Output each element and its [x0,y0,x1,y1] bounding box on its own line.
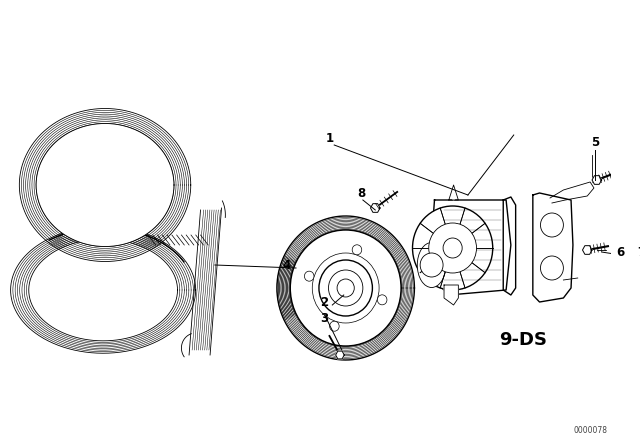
Circle shape [540,213,563,237]
Polygon shape [550,182,594,203]
Text: 4: 4 [282,258,291,271]
Polygon shape [335,351,344,359]
Circle shape [378,295,387,305]
Circle shape [319,260,372,316]
Circle shape [328,270,363,306]
Circle shape [443,238,462,258]
Text: 3: 3 [321,311,329,324]
Circle shape [420,253,443,277]
Circle shape [413,206,493,290]
Circle shape [291,230,401,346]
Polygon shape [371,204,380,212]
Ellipse shape [36,124,174,246]
Polygon shape [449,185,458,200]
Text: 2: 2 [321,296,329,309]
Text: 7: 7 [637,246,640,258]
Text: 6: 6 [616,246,625,258]
Polygon shape [533,193,573,302]
Text: 1: 1 [325,132,333,145]
Text: 9-DS: 9-DS [499,331,547,349]
Polygon shape [431,200,511,295]
Text: 0000078: 0000078 [573,426,607,435]
Ellipse shape [29,239,177,341]
Polygon shape [582,246,592,254]
Circle shape [540,256,563,280]
Polygon shape [444,285,458,305]
Ellipse shape [417,242,446,288]
Circle shape [305,271,314,281]
Polygon shape [503,197,516,295]
Text: 5: 5 [591,135,599,148]
Circle shape [337,279,355,297]
Circle shape [352,245,362,255]
Text: 8: 8 [357,186,365,199]
Polygon shape [592,176,602,184]
Circle shape [330,321,339,331]
Circle shape [429,223,477,273]
